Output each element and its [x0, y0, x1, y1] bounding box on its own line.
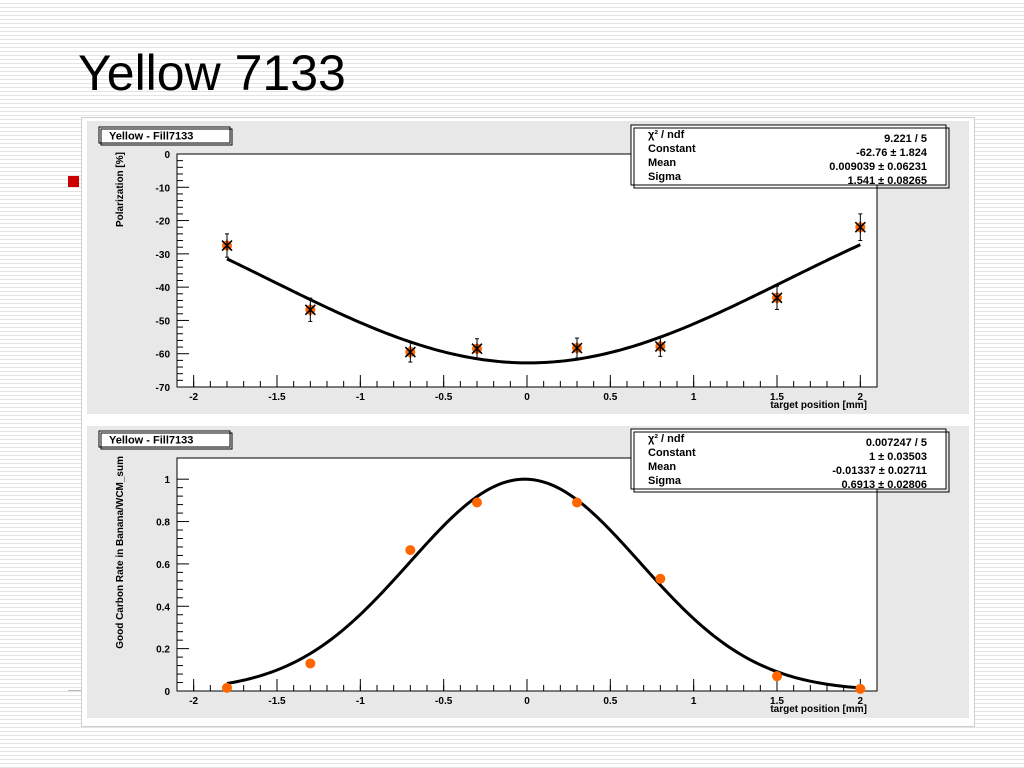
x-tick-label: -0.5 [435, 392, 453, 403]
panel-polarization: Yellow - Fill7133 0-10-20-30-40-50-60-70… [87, 121, 969, 414]
y-tick-label: -20 [156, 217, 171, 228]
x-tick-label: 0.5 [603, 696, 617, 707]
y-axis: 0 -10 -20 -30 -40 -50 -60 -70 [156, 150, 189, 394]
stats-label: χ² / ndf [648, 433, 685, 445]
data-point [405, 545, 416, 556]
data-points [221, 213, 866, 363]
data-point [472, 497, 482, 508]
y-tick-label: 0 [164, 150, 170, 161]
stats-label: Sigma [648, 475, 682, 487]
panel-title-shadow [100, 432, 233, 450]
x-tick-label: -0.5 [435, 696, 453, 707]
stats-value: 0.009039 ± 0.06231 [829, 161, 927, 173]
data-point [655, 573, 666, 584]
y-tick-label: 0 [164, 687, 170, 698]
x-tick-label: -1.5 [268, 392, 286, 403]
data-point [572, 497, 582, 508]
data-point [772, 671, 782, 682]
y-axis-label: Polarization [%] [115, 152, 126, 227]
y-tick-label: 1 [164, 475, 170, 486]
x-tick-label: 1.5 [770, 392, 784, 403]
y-tick-label: -40 [156, 283, 171, 294]
y-tick-label: -60 [156, 350, 171, 361]
y-tick-label: -70 [156, 383, 171, 394]
stats-value: 1 ± 0.03503 [869, 451, 927, 463]
stats-label: χ² / ndf [648, 129, 685, 141]
panel-title-shadow [100, 128, 233, 146]
stats-box: χ² / ndf 9.221 / 5 Constant -62.76 ± 1.824 M… [630, 124, 950, 189]
x-tick-label: 2 [858, 696, 864, 707]
panel-title: Yellow - Fill7133 [109, 131, 193, 143]
panel-title-box [98, 126, 231, 144]
y-tick-label: 0.8 [156, 518, 170, 529]
x-tick-label: -1.5 [268, 696, 286, 707]
y-axis-label: Good Carbon Rate in Banana/WCM_sum [115, 456, 126, 649]
y-tick-label: 0.4 [156, 602, 170, 613]
panel-title-box [98, 430, 231, 448]
x-tick-label: 1 [691, 696, 697, 707]
divider-line [68, 690, 82, 691]
fit-curve [226, 477, 861, 690]
stats-value: 9.221 / 5 [884, 133, 927, 145]
stats-label: Mean [648, 461, 676, 473]
slide-title: Yellow 7133 [78, 45, 346, 101]
plot-frame [176, 457, 878, 692]
fit-plots-svg: Yellow - Fill7133 0-10-20-30-40-50-60-70… [87, 121, 969, 718]
stats-label: Mean [648, 157, 676, 169]
data-point [855, 683, 866, 694]
data-point [222, 682, 232, 693]
x-tick-label: 1 [691, 392, 697, 403]
stats-label: Constant [648, 447, 696, 459]
x-tick-label: 0.5 [603, 392, 617, 403]
x-tick-label: 0 [524, 696, 530, 707]
x-tick-label: -1 [356, 696, 365, 707]
y-tick-label: -50 [156, 316, 171, 327]
root-canvas: Yellow - Fill7133 0 -10 -20 -30 -40 -50 -60 -70… [81, 117, 975, 727]
data-point [305, 658, 316, 669]
stats-label: Sigma [648, 171, 682, 183]
stats-box: χ² / ndf 0.007247 / 5 Constant 1 ± 0.03503 M… [630, 428, 950, 493]
y-tick-label: 0.2 [156, 645, 170, 656]
stats-value: -62.76 ± 1.824 [856, 147, 928, 159]
x-axis: -2 -1.5 -1 -0.5 0 0.5 1 1.5 2 [176, 375, 878, 403]
x-tick-label: -2 [189, 696, 198, 707]
bullet-marker [68, 176, 79, 187]
x-tick-label: 2 [858, 392, 864, 403]
x-tick-label: 1.5 [770, 696, 784, 707]
stats-value: -0.01337 ± 0.02711 [832, 465, 927, 477]
stats-label: Constant [648, 143, 696, 155]
x-axis: -2 -1.5 -1 -0.5 0 0.5 1 1.5 2 [176, 679, 878, 707]
stats-value: 1.541 ± 0.08265 [848, 175, 927, 187]
y-tick-label: -30 [156, 250, 171, 261]
data-points [222, 497, 866, 694]
stats-value: 0.007247 / 5 [866, 437, 927, 449]
plot-frame [176, 153, 878, 388]
stats-value: 0.6913 ± 0.02806 [841, 479, 927, 491]
x-tick-label: 0 [524, 392, 530, 403]
x-tick-label: -1 [356, 392, 365, 403]
x-tick-label: -2 [189, 392, 198, 403]
panel-carbon-rate: Yellow - Fill7133 00.20.40.60.81 -2 -1.5-… [87, 426, 969, 718]
y-axis: 0 0.2 0.4 0.6 0.8 1 [156, 475, 189, 698]
fit-curve [226, 243, 861, 365]
panel-title: Yellow - Fill7133 [109, 435, 193, 447]
y-tick-label: -10 [156, 183, 171, 194]
y-tick-label: 0.6 [156, 560, 170, 571]
x-axis-label: target position [mm] [770, 704, 867, 715]
x-axis-label: target position [mm] [770, 400, 867, 411]
